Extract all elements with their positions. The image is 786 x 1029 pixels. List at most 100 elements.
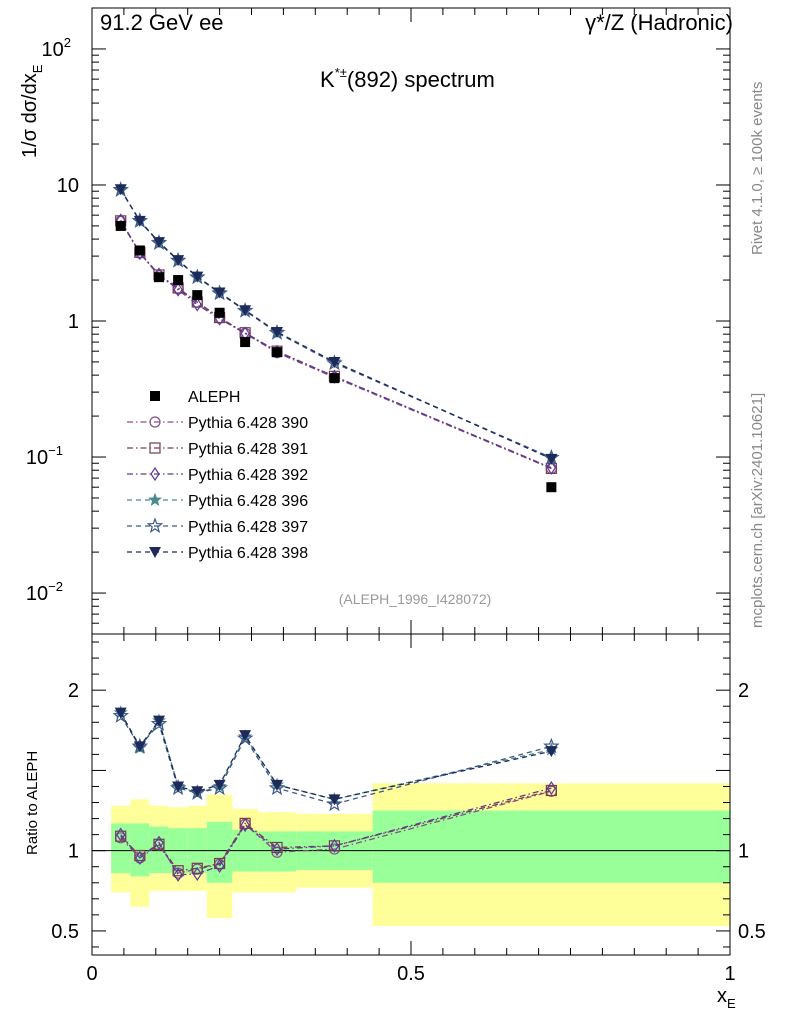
series-point xyxy=(545,784,557,797)
legend-label: Pythia 6.428 397 xyxy=(188,519,308,536)
series-ratio-group xyxy=(112,707,560,812)
legend: ALEPH Pythia 6.428 390 Pythia 6.428 391 Pyt… xyxy=(127,389,308,562)
series-point xyxy=(240,817,250,833)
series-point xyxy=(271,779,284,791)
process-label: γ*/Z (Hadronic) xyxy=(585,10,733,35)
y-tick-label: 1 xyxy=(68,311,79,333)
legend-label: Pythia 6.428 391 xyxy=(188,441,308,458)
mcplots-label: mcplots.cern.ch [arXiv:2401.10621] xyxy=(749,393,766,628)
series-ratio-group xyxy=(115,780,557,882)
series-point xyxy=(545,453,558,465)
y-tick-label: 10−1 xyxy=(26,443,63,469)
series-point xyxy=(149,547,161,558)
series-point xyxy=(172,781,185,793)
x-axis-label: xE xyxy=(717,985,736,1011)
series-point xyxy=(150,715,168,731)
series-point xyxy=(172,255,185,267)
stat-band xyxy=(372,810,730,883)
rivet-label: Rivet 4.1.0, ≥ 100k events xyxy=(749,82,766,255)
series-main-group xyxy=(113,181,559,465)
series-point xyxy=(268,779,286,796)
y-axis-label: 1/σ dσ/dxE xyxy=(19,64,45,158)
data-point xyxy=(329,373,340,384)
series-point xyxy=(149,416,161,428)
series-point xyxy=(192,297,202,312)
chart-title: K*±(892) spectrum xyxy=(320,65,495,92)
series-point xyxy=(114,707,127,719)
data-point xyxy=(150,391,160,401)
ratio-error-bands xyxy=(111,783,730,927)
series-line xyxy=(120,220,552,469)
ratio-line xyxy=(120,790,552,874)
series-ratio-group xyxy=(114,707,558,806)
series-point xyxy=(191,786,204,798)
series-point xyxy=(236,729,254,746)
series-main-group xyxy=(115,213,557,475)
y-tick-label: 10−2 xyxy=(26,579,63,605)
ratio-tick-label: 2 xyxy=(68,680,79,702)
legend-label: Pythia 6.428 390 xyxy=(188,415,308,432)
ratio-line xyxy=(120,787,552,876)
series-point xyxy=(152,237,165,249)
series-point xyxy=(214,858,225,874)
series-point xyxy=(213,287,226,299)
data-point xyxy=(214,307,225,318)
legend-label: Pythia 6.428 396 xyxy=(188,493,308,510)
data-point xyxy=(134,245,145,256)
series-point xyxy=(134,849,146,862)
legend-label: ALEPH xyxy=(188,389,240,406)
series-point xyxy=(213,779,226,791)
series-point xyxy=(115,827,126,842)
ratio-line xyxy=(120,712,552,800)
data-point xyxy=(546,482,557,493)
x-tick-label: 1 xyxy=(724,963,735,985)
energy-label: 91.2 GeV ee xyxy=(100,10,224,35)
data-series-group xyxy=(115,220,557,493)
ratio-tick-label-right: 0.5 xyxy=(738,921,766,943)
series-point xyxy=(326,795,343,812)
series-point xyxy=(239,730,252,742)
series-point xyxy=(152,715,165,727)
data-point xyxy=(173,275,184,286)
ratio-tick-label: 0.5 xyxy=(51,921,79,943)
series-point xyxy=(271,327,284,339)
ratio-tick-label: 1 xyxy=(68,841,79,863)
data-point xyxy=(192,290,203,301)
series-point xyxy=(328,794,341,806)
x-tick-label: 0.5 xyxy=(397,963,425,985)
series-point xyxy=(146,517,164,534)
series-point xyxy=(135,850,145,865)
series-line xyxy=(120,189,552,459)
series-point xyxy=(328,356,341,368)
series-line xyxy=(120,188,552,459)
series-point xyxy=(191,271,204,283)
ratio-series xyxy=(112,705,560,882)
y-tick-label: 10 xyxy=(57,175,79,197)
main-series xyxy=(112,181,560,493)
series-point xyxy=(329,838,340,853)
ratio-axis-label: Ratio to ALEPH xyxy=(24,751,41,855)
series-point xyxy=(545,746,558,758)
series-point xyxy=(192,866,202,882)
legend-label: Pythia 6.428 398 xyxy=(188,545,308,562)
series-point xyxy=(149,442,161,454)
series-main-group xyxy=(114,184,558,465)
series-point xyxy=(239,305,252,317)
series-point xyxy=(211,779,228,796)
series-point xyxy=(112,707,130,723)
series-main-group xyxy=(115,215,557,475)
series-point xyxy=(154,835,164,850)
series-point xyxy=(173,282,183,297)
series-point xyxy=(546,780,557,796)
y-tick-label: 102 xyxy=(42,35,71,61)
series-point xyxy=(133,215,146,227)
data-point xyxy=(115,220,126,231)
data-point xyxy=(240,337,251,348)
ratio-line xyxy=(120,789,552,872)
series-line xyxy=(120,188,552,460)
legend-label: Pythia 6.428 392 xyxy=(188,467,308,484)
ratio-tick-label-right: 2 xyxy=(738,680,749,702)
series-point xyxy=(172,865,184,877)
ratio-line xyxy=(120,715,552,805)
